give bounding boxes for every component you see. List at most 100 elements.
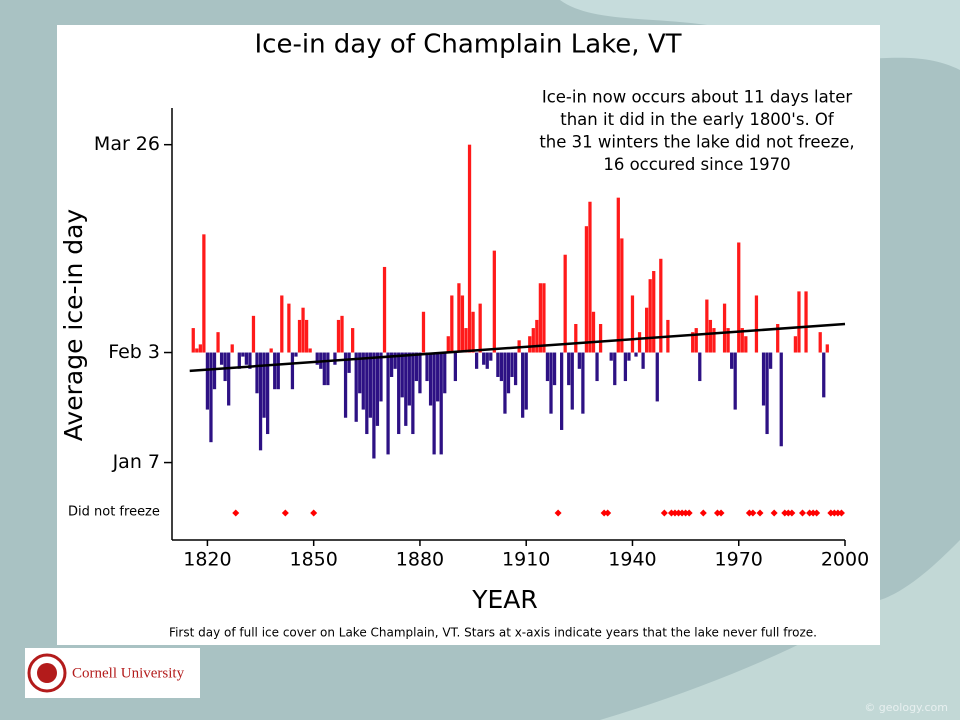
bar — [577, 352, 581, 369]
bar — [273, 352, 277, 390]
bar — [301, 307, 305, 353]
bar — [397, 352, 401, 435]
bar — [379, 352, 383, 402]
no-freeze-marker — [713, 509, 721, 517]
no-freeze-marker — [749, 509, 757, 517]
bar — [205, 352, 210, 410]
bar — [375, 352, 380, 426]
chart-title: Ice-in day of Champlain Lake, VT — [255, 30, 682, 60]
bar — [793, 336, 798, 353]
bar — [351, 328, 355, 353]
bar — [446, 336, 450, 353]
bar — [776, 324, 780, 353]
bar — [467, 144, 472, 353]
bar — [591, 311, 596, 353]
bar — [450, 295, 454, 353]
annotation: than it did in the early 1800's. Of — [560, 110, 835, 129]
no-freeze-marker — [837, 509, 845, 517]
bar — [425, 352, 429, 382]
no-freeze-marker — [834, 509, 842, 517]
bar — [269, 348, 273, 353]
bar — [726, 328, 730, 353]
bar — [641, 352, 645, 369]
bar — [198, 344, 202, 353]
bar — [432, 352, 436, 455]
bar — [510, 352, 514, 377]
bar — [368, 352, 372, 418]
bar — [652, 271, 656, 353]
bar — [634, 352, 638, 357]
bar — [545, 352, 550, 382]
bar — [598, 324, 603, 353]
bar — [503, 352, 507, 414]
bar — [347, 352, 351, 373]
bar — [552, 352, 557, 386]
bar — [804, 291, 808, 353]
map-shape — [0, 0, 960, 70]
x-tick-label: 2000 — [821, 549, 869, 571]
bar — [219, 352, 224, 365]
bar — [740, 328, 744, 353]
bar — [404, 352, 408, 426]
annotation: 16 occured since 1970 — [603, 155, 790, 174]
bar — [407, 352, 411, 406]
bar — [744, 336, 748, 353]
bar — [737, 242, 741, 353]
bar — [354, 352, 358, 422]
did-not-freeze-label: Did not freeze — [68, 505, 160, 520]
bar — [563, 254, 567, 353]
bar — [797, 291, 801, 353]
bar — [436, 352, 440, 402]
bar — [421, 311, 426, 353]
bar — [528, 336, 532, 353]
bar — [393, 352, 397, 369]
bar — [542, 283, 546, 353]
bar — [230, 344, 234, 353]
bar — [322, 352, 326, 386]
bar — [822, 352, 826, 398]
bar — [779, 352, 783, 447]
bar — [474, 352, 479, 369]
bar — [485, 352, 489, 369]
bar — [358, 352, 362, 394]
y-axis-label: Average ice-in day — [59, 209, 88, 442]
bar — [258, 352, 263, 451]
y-tick-label: Mar 26 — [94, 133, 160, 155]
bar — [538, 283, 543, 353]
y-tick-label: Feb 3 — [108, 341, 160, 363]
no-freeze-marker — [798, 509, 806, 517]
bar — [708, 319, 713, 353]
no-freeze-marker — [813, 509, 821, 517]
bar — [637, 332, 642, 353]
bar — [343, 352, 348, 418]
logo-seal — [27, 653, 67, 693]
bar — [531, 328, 535, 353]
bar — [492, 250, 496, 353]
bar — [386, 352, 390, 455]
bar — [616, 197, 620, 353]
no-freeze-marker — [660, 509, 668, 517]
bar — [698, 352, 702, 382]
bar — [513, 352, 518, 386]
y-tick-label: Jan 7 — [112, 451, 160, 473]
bar — [659, 258, 663, 353]
bar — [460, 295, 465, 353]
bar — [372, 352, 376, 459]
bar — [418, 352, 422, 394]
no-freeze-marker — [756, 509, 764, 517]
no-freeze-marker — [830, 509, 838, 517]
bar — [248, 352, 252, 369]
no-freeze-marker — [806, 509, 814, 517]
no-freeze-marker — [827, 509, 835, 517]
bar — [574, 324, 578, 353]
bar — [623, 352, 628, 382]
bar — [694, 328, 698, 353]
bar — [414, 352, 419, 382]
bar — [209, 352, 213, 443]
bar — [570, 352, 574, 410]
no-freeze-marker — [784, 509, 792, 517]
bar — [705, 299, 709, 353]
bar — [712, 328, 716, 353]
bar — [765, 352, 769, 435]
